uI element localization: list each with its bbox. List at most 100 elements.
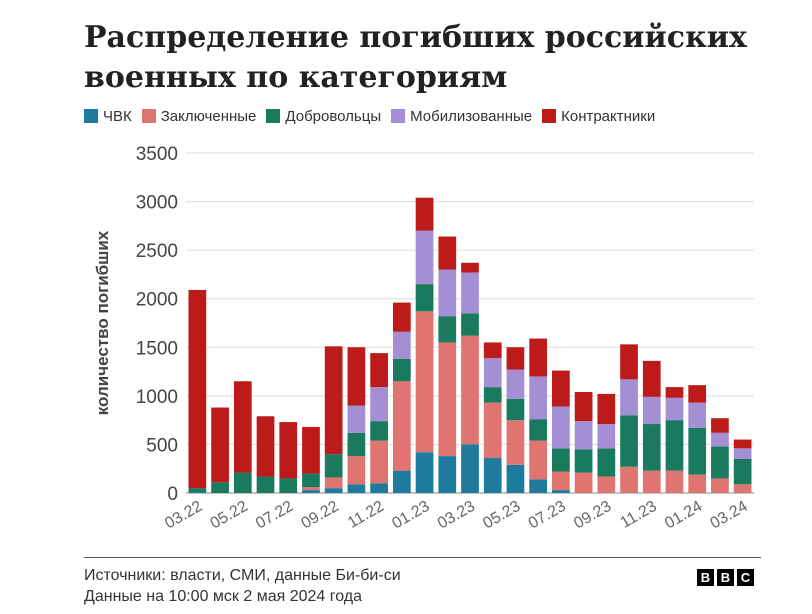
bar-segment bbox=[506, 420, 525, 465]
bar-segment bbox=[438, 269, 457, 317]
source-note: Источники: власти, СМИ, данные Би-би-си bbox=[84, 567, 401, 584]
bar-segment bbox=[461, 444, 479, 493]
bar-segment bbox=[688, 427, 707, 475]
bar-segment bbox=[688, 402, 707, 428]
legend-item-contract: Контрактники bbox=[542, 108, 655, 125]
legend: ЧВК Заключенные Добровольцы Мобилизованн… bbox=[84, 106, 655, 126]
x-tick-label: 11.23 bbox=[618, 498, 660, 532]
y-tick-label: 1500 bbox=[136, 338, 178, 359]
date-note: Данные на 10:00 мск 2 мая 2024 года bbox=[84, 588, 363, 605]
bar-segment bbox=[392, 381, 411, 471]
bar-segment bbox=[211, 482, 229, 493]
bar-segment bbox=[347, 484, 366, 493]
y-axis-ticks: 0 500 1000 1500 2000 2500 3000 3500 bbox=[136, 144, 178, 505]
bar-segment bbox=[529, 338, 548, 377]
bar-segment bbox=[483, 387, 502, 403]
bar-segment bbox=[711, 446, 729, 479]
bar-segment bbox=[506, 398, 525, 421]
x-tick-label: 07.23 bbox=[526, 498, 569, 533]
bar-segment bbox=[324, 488, 343, 493]
bar-segment bbox=[620, 344, 638, 380]
bar-segment bbox=[711, 418, 729, 433]
bar-segment bbox=[233, 381, 252, 473]
bar-segment bbox=[392, 302, 411, 332]
bar-segment bbox=[688, 385, 707, 403]
bar-segment bbox=[438, 342, 457, 457]
x-tick-label: 11.22 bbox=[345, 498, 387, 532]
bar-segment bbox=[665, 420, 684, 471]
bar-segment bbox=[529, 479, 548, 493]
bar-segment bbox=[506, 347, 525, 370]
bar-segment bbox=[711, 432, 729, 447]
legend-label-pmc: ЧВК bbox=[103, 107, 132, 125]
bar-segment bbox=[324, 346, 343, 455]
bar-segment bbox=[642, 424, 661, 471]
bar-segment bbox=[574, 472, 593, 493]
bar-segment bbox=[415, 197, 434, 231]
bar-segment bbox=[302, 487, 320, 491]
x-tick-label: 03.23 bbox=[435, 498, 478, 533]
bar-segment bbox=[665, 387, 684, 398]
bar-segment bbox=[574, 421, 593, 450]
legend-label-volunteers: Добровольцы bbox=[285, 107, 382, 125]
bar-segment bbox=[483, 357, 502, 388]
bar-segment bbox=[597, 424, 616, 449]
legend-swatch-prisoners bbox=[141, 109, 156, 123]
bar-segment bbox=[483, 458, 502, 493]
bar-segment bbox=[461, 272, 479, 314]
x-tick-label: 05.23 bbox=[480, 498, 523, 533]
bar-segment bbox=[415, 284, 434, 312]
bar-segment bbox=[370, 421, 388, 441]
bar-segment bbox=[529, 376, 548, 420]
y-tick-label: 2500 bbox=[136, 241, 178, 262]
bar-segment bbox=[438, 316, 457, 343]
bbc-logo-letter: B bbox=[697, 569, 714, 586]
bar-segment bbox=[438, 456, 457, 493]
bar-segment bbox=[302, 490, 320, 493]
bar-segment bbox=[415, 230, 434, 285]
bar-segment bbox=[574, 391, 593, 422]
bar-segment bbox=[552, 370, 570, 407]
bar-segment bbox=[597, 448, 616, 477]
legend-swatch-mobilized bbox=[391, 109, 406, 123]
bar-segment bbox=[642, 396, 661, 425]
bar-segment bbox=[642, 470, 661, 493]
bar-segment bbox=[347, 432, 366, 457]
bar-segment bbox=[188, 492, 207, 493]
bar-segment bbox=[552, 471, 570, 491]
bar-segment bbox=[370, 440, 388, 484]
bar-segment bbox=[620, 379, 638, 416]
x-axis-ticks: 03.22 05.22 07.22 09.22 11.22 01.23 03.23 05.23… bbox=[162, 498, 751, 533]
bar-segment bbox=[483, 342, 502, 358]
bar-segment bbox=[415, 452, 434, 493]
x-tick-label: 01.23 bbox=[389, 498, 432, 533]
x-tick-label: 09.23 bbox=[571, 498, 614, 533]
y-tick-label: 0 bbox=[167, 484, 178, 505]
y-tick-label: 3500 bbox=[136, 144, 178, 165]
footer-notes: Источники: власти, СМИ, данные Би-би-си … bbox=[84, 565, 401, 607]
bar-segment bbox=[256, 476, 275, 493]
bar-segment bbox=[324, 477, 343, 489]
bar-segment bbox=[733, 439, 752, 449]
legend-item-pmc: ЧВК bbox=[84, 108, 132, 125]
legend-label-mobilized: Мобилизованные bbox=[410, 107, 533, 125]
legend-swatch-pmc bbox=[84, 109, 98, 123]
x-tick-label: 01.24 bbox=[662, 498, 705, 533]
bar-segment bbox=[188, 289, 207, 489]
bar-segment bbox=[665, 397, 684, 421]
bar-segment bbox=[461, 335, 479, 445]
y-tick-label: 1000 bbox=[136, 387, 178, 408]
legend-swatch-contract bbox=[542, 109, 557, 123]
bar-segment bbox=[552, 448, 570, 472]
bar-segment bbox=[392, 331, 411, 359]
chart-title: Распределение погибших российских военны… bbox=[84, 20, 747, 95]
bar-segment bbox=[188, 488, 207, 493]
bar-segment bbox=[552, 406, 570, 449]
bar-segment bbox=[302, 473, 320, 488]
bar-segment bbox=[461, 313, 479, 336]
bar-segment bbox=[574, 449, 593, 473]
legend-label-prisoners: Заключенные bbox=[160, 107, 257, 125]
x-tick-label: 03.24 bbox=[707, 498, 750, 533]
bar-segment bbox=[665, 470, 684, 493]
legend-item-prisoners: Заключенные bbox=[141, 107, 257, 125]
